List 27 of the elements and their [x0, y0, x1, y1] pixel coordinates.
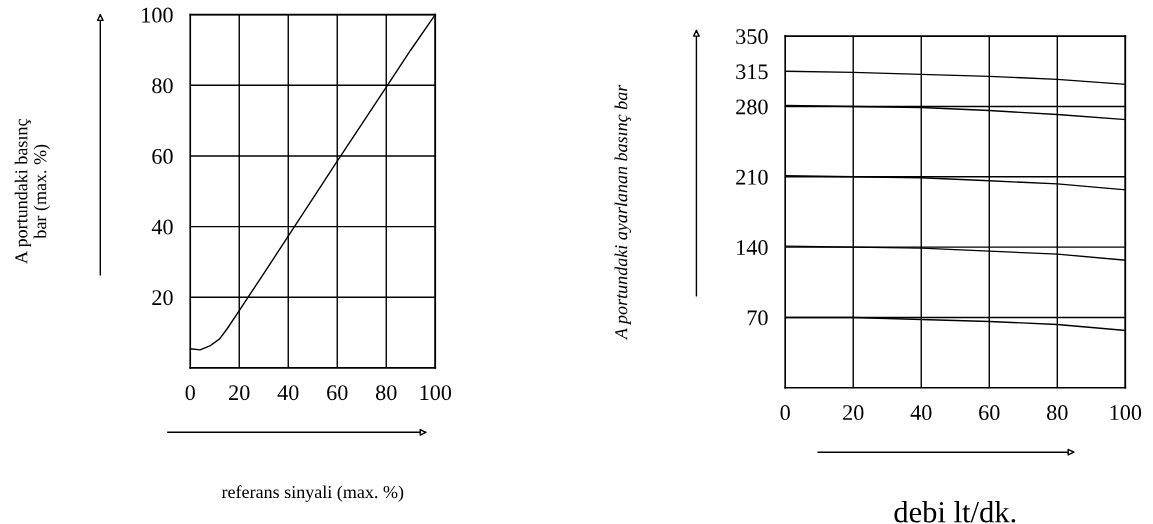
x-tick-label: 80 [1047, 405, 1068, 421]
y-axis-title: A portundaki basınç bar (max. %) [14, 119, 50, 264]
x-tick-label: 80 [375, 385, 397, 401]
x-axis-title: debi lt/dk. [894, 500, 1016, 523]
x-tick-label: 100 [420, 385, 452, 401]
y-axis-title: A portundaki ayarlanan basınç bar [614, 84, 632, 341]
y-tick-label: 315 [736, 64, 768, 80]
y-tick-label: 60 [152, 148, 173, 164]
x-tick-label: 20 [843, 405, 864, 421]
x-tick-label: 20 [229, 385, 250, 401]
y-tick-label: 100 [142, 7, 173, 23]
y-tick-label: 70 [747, 310, 768, 326]
x-tick-label: 0 [780, 405, 790, 421]
x-tick-label: 60 [979, 405, 1000, 421]
x-tick-label: 0 [185, 385, 195, 401]
y-tick-label: 20 [152, 290, 173, 306]
y-tick-label: 350 [736, 29, 768, 45]
y-tick-label: 80 [152, 78, 173, 94]
x-tick-label: 60 [327, 385, 348, 401]
y-tick-label: 140 [737, 240, 768, 256]
x-axis-title: referans sinyali (max. %) [221, 485, 404, 502]
x-tick-label: 40 [277, 385, 299, 401]
y-tick-label: 280 [736, 99, 768, 115]
x-tick-label: 100 [1110, 405, 1142, 421]
x-tick-label: 40 [910, 405, 932, 421]
y-tick-label: 210 [736, 169, 768, 185]
y-tick-label: 40 [151, 219, 173, 235]
